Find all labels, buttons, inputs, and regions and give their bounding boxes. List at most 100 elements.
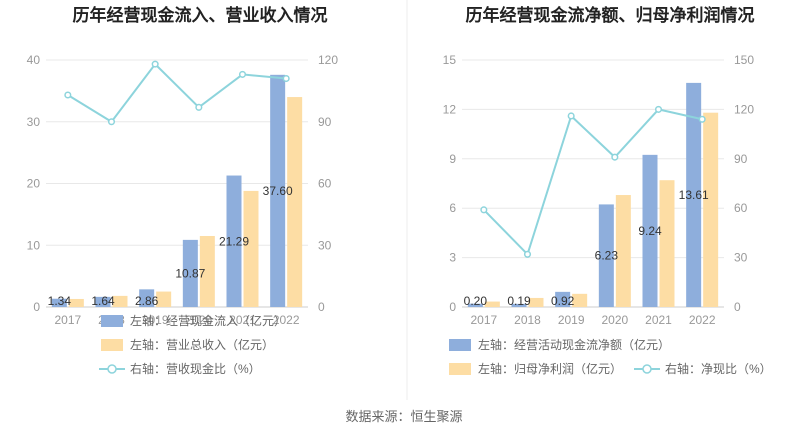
chart-1-title: 历年经营现金流入、营业收入情况	[73, 5, 328, 25]
chart-2-bar-series-2	[528, 297, 544, 307]
chart-1-line-point	[282, 74, 290, 83]
chart-1-ytick-right: 120	[318, 53, 338, 67]
chart-2-legend-label: 左轴：经营活动现金流净额（亿元）	[478, 337, 670, 352]
chart-2-ytick-left: 0	[449, 300, 456, 314]
chart-1-ytick-left: 10	[27, 238, 41, 252]
chart-1-bar-series-2	[287, 97, 303, 307]
chart-1-data-label: 37.60	[263, 184, 293, 198]
chart-2-xtick: 2018	[514, 313, 541, 327]
chart-1-legend-label: 右轴：营收现金比（%）	[130, 361, 261, 376]
chart-2-title: 历年经营现金流净额、归母净利润情况	[466, 5, 755, 25]
chart-2-bar-series-1	[686, 82, 702, 307]
chart-1-bar-series-2	[199, 235, 215, 307]
chart-2-bar-series-1	[511, 303, 527, 307]
chart-2-bar-series-1	[598, 204, 614, 307]
chart-2-data-label: 13.61	[679, 188, 709, 202]
chart-1-ytick-left: 30	[27, 115, 41, 129]
chart-1-ytick-right: 90	[318, 115, 332, 129]
chart-1-bar-series-2	[112, 295, 128, 307]
chart-2-ytick-left: 9	[449, 152, 456, 166]
chart-1-legend-swatch	[101, 315, 123, 327]
chart-1-data-label: 21.29	[219, 234, 249, 248]
chart-2-data-label: 6.23	[595, 249, 619, 263]
chart-2-ytick-right: 30	[734, 251, 748, 265]
chart-2-legend-label: 左轴：归母净利润（亿元）	[478, 361, 622, 376]
chart-1-line-point	[64, 91, 72, 99]
chart-2-ytick-left: 3	[449, 251, 456, 265]
chart-1-ytick-left: 20	[27, 177, 41, 191]
chart-2-line-point	[567, 112, 575, 120]
chart-2-ytick-right: 120	[734, 102, 754, 116]
chart-1-line-series	[67, 62, 287, 124]
chart-2-line-series	[483, 108, 703, 257]
chart-2-bar-series-2	[484, 301, 500, 307]
chart-1-bar-series-1	[182, 239, 198, 307]
chart-2-xtick: 2022	[689, 313, 716, 327]
chart-1-ytick-left: 0	[33, 300, 40, 314]
chart-1-data-label: 1.34	[48, 294, 72, 308]
chart-2-bar-series-2	[572, 293, 588, 307]
chart-1-bar-series-1	[139, 289, 155, 307]
chart-2-bar-series-1	[555, 291, 571, 307]
chart-1-line-point	[151, 60, 159, 68]
chart-1-line-point	[238, 70, 247, 78]
chart-2-xtick: 2017	[470, 313, 497, 327]
chart-2-legend-swatch	[449, 363, 471, 375]
chart-1-ytick-right: 30	[318, 238, 332, 252]
chart-2-legend-marker	[642, 364, 652, 374]
chart-1-bar-series-2	[68, 298, 84, 307]
chart-1-line-point	[107, 118, 116, 126]
chart-2-data-label: 0.92	[551, 294, 575, 308]
chart-1-data-label: 2.86	[135, 294, 159, 308]
chart-2-data-label: 9.24	[638, 224, 662, 238]
chart-1-bar-series-2	[243, 190, 259, 307]
chart-1-line-point	[195, 103, 203, 111]
source-label: 数据来源：恒生聚源	[345, 409, 462, 424]
chart-2-legend-swatch	[449, 339, 471, 351]
chart-2-data-label: 0.19	[507, 294, 531, 308]
chart-2-line-point	[480, 206, 488, 214]
chart-2-bar-series-1	[642, 154, 658, 307]
chart-2-ytick-left: 12	[443, 102, 457, 116]
chart-1-ytick-left: 40	[27, 53, 41, 67]
chart-2-bar-series-2	[703, 112, 719, 308]
chart-2-ytick-right: 150	[734, 53, 754, 67]
chart-1-legend-marker	[107, 364, 117, 374]
chart-2-line-point	[523, 250, 532, 258]
chart-1-bar-series-1	[270, 74, 286, 307]
chart-2-bar-series-2	[659, 180, 675, 307]
chart-1-xtick: 2021	[229, 313, 256, 327]
chart-1-bar-series-2	[156, 291, 172, 307]
chart-2-ytick-right: 60	[734, 201, 748, 215]
chart-1-ytick-right: 60	[318, 177, 332, 191]
chart-1-data-label: 1.64	[91, 294, 115, 308]
chart-2-data-label: 0.20	[464, 294, 488, 308]
chart-2-ytick-right: 90	[734, 152, 748, 166]
chart-2-bar-series-2	[615, 195, 631, 307]
chart-1-data-label: 10.87	[175, 266, 205, 280]
chart-2-ytick-right: 0	[734, 300, 741, 314]
chart-1-ytick-right: 0	[318, 300, 325, 314]
chart-2-xtick: 2019	[558, 313, 585, 327]
chart-1: 0102030400306090120201720182019202020212…	[27, 53, 339, 376]
chart-1-legend-label: 左轴：经营现金流入（亿元）	[130, 313, 286, 328]
chart-1-legend-swatch	[101, 339, 123, 351]
chart-2-line-point	[611, 153, 619, 161]
chart-1-xtick: 2020	[185, 313, 212, 327]
chart-2-bar-series-1	[467, 303, 483, 307]
chart-1-bar-series-1	[51, 298, 67, 307]
chart-2-ytick-left: 6	[449, 201, 456, 215]
chart-2-ytick-left: 15	[443, 53, 457, 67]
chart-2-xtick: 2020	[601, 313, 628, 327]
chart-2-legend-label: 右轴：净现比（%）	[665, 361, 772, 376]
chart-2-line-point	[698, 115, 706, 123]
chart-2-line-point	[654, 105, 663, 113]
chart-1-xtick: 2017	[54, 313, 81, 327]
chart-1-xtick: 2022	[273, 313, 300, 327]
chart-1-bar-series-1	[95, 296, 111, 307]
chart-2-xtick: 2021	[645, 313, 672, 327]
chart-1-bar-series-1	[226, 175, 242, 307]
chart-1-legend-label: 左轴：营业总收入（亿元）	[130, 337, 274, 352]
